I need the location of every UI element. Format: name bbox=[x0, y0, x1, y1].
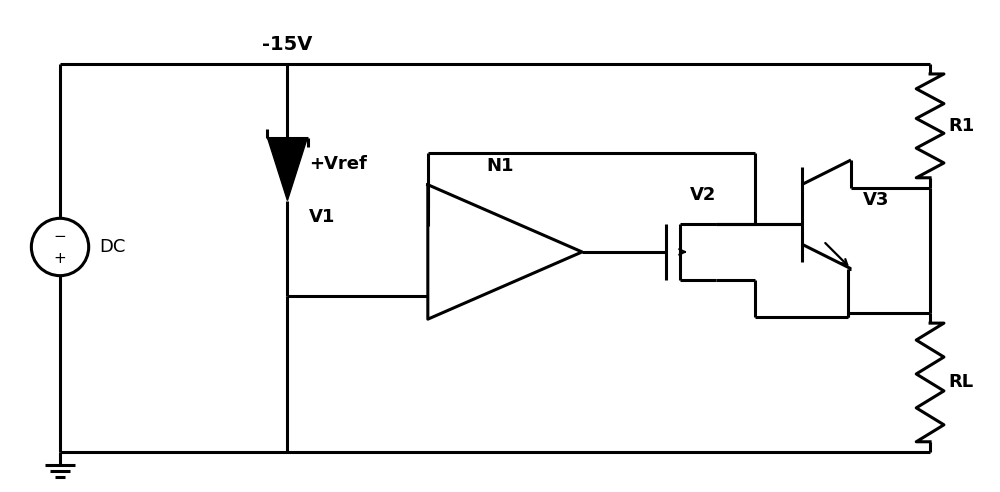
Text: -15V: -15V bbox=[262, 35, 313, 54]
Text: V2: V2 bbox=[689, 186, 716, 205]
Text: N1: N1 bbox=[486, 157, 514, 175]
Text: V3: V3 bbox=[863, 190, 889, 209]
Text: R1: R1 bbox=[948, 117, 974, 135]
Text: −: − bbox=[54, 229, 66, 244]
Polygon shape bbox=[268, 138, 307, 201]
Text: V1: V1 bbox=[309, 208, 336, 226]
Text: +Vref: +Vref bbox=[309, 155, 367, 174]
Text: +: + bbox=[54, 251, 66, 266]
Text: RL: RL bbox=[948, 373, 973, 392]
Text: DC: DC bbox=[100, 238, 126, 256]
